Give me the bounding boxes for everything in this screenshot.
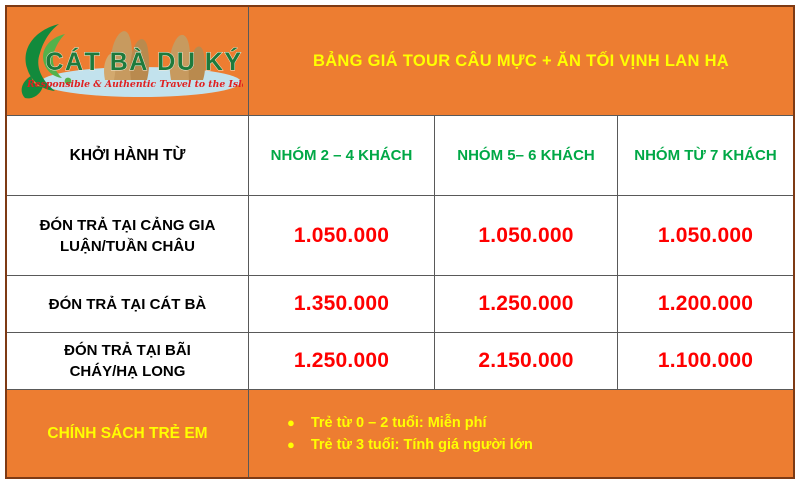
price-value: 1.050.000 [478, 223, 574, 247]
logo-karst-rocks [103, 31, 205, 80]
list-item: ● Trẻ từ 3 tuổi: Tính giá người lớn [287, 437, 533, 453]
table-row-label-cell: ĐÓN TRẢ TẠI CẢNG GIA LUẬN/TUẦN CHÂU [7, 196, 249, 276]
price-cell: 1.050.000 [249, 196, 435, 276]
price-cell: 2.150.000 [435, 333, 618, 390]
price-cell: 1.100.000 [618, 333, 793, 390]
price-value: 1.100.000 [657, 349, 754, 372]
group-header-cell-2: NHÓM 5– 6 KHÁCH [435, 116, 618, 196]
brand-tagline: Responsible & Authentic Travel to the Is… [25, 79, 242, 90]
price-value: 1.200.000 [657, 292, 754, 315]
price-value: 1.250.000 [478, 292, 574, 315]
banner-title: BẢNG GIÁ TOUR CÂU MỰC + ĂN TỐI VỊNH LAN … [312, 51, 730, 70]
policy-list-cell: ● Trẻ từ 0 – 2 tuổi: Miễn phí ● Trẻ từ 3… [249, 390, 793, 477]
brand-logo: CÁT BÀ DU KÝ Responsible & Authentic Tra… [21, 24, 243, 99]
price-cell: 1.250.000 [249, 333, 435, 390]
list-item: ● Trẻ từ 0 – 2 tuổi: Miễn phí [287, 415, 533, 431]
departure-header-cell: KHỞI HÀNH TỪ [7, 116, 249, 196]
price-value: 1.350.000 [293, 292, 390, 315]
price-value: 1.250.000 [293, 349, 390, 372]
policy-title-cell: CHÍNH SÁCH TRẺ EM [7, 390, 249, 477]
price-cell: 1.050.000 [618, 196, 793, 276]
price-cell: 1.250.000 [435, 276, 618, 333]
group-header-cell-1: NHÓM 2 – 4 KHÁCH [249, 116, 435, 196]
price-cell: 1.050.000 [435, 196, 618, 276]
departure-header: KHỞI HÀNH TỪ [69, 146, 186, 164]
pickup-label-bai-chay: ĐÓN TRẢ TẠI BÃI CHÁY/HẠ LONG [64, 342, 191, 380]
price-cell: 1.200.000 [618, 276, 793, 333]
group-header-cell-3: NHÓM TỪ 7 KHÁCH [618, 116, 793, 196]
group-header-2-4: NHÓM 2 – 4 KHÁCH [270, 147, 413, 164]
banner-title-cell: BẢNG GIÁ TOUR CÂU MỰC + ĂN TỐI VỊNH LAN … [249, 7, 793, 116]
price-value: 1.050.000 [657, 223, 754, 247]
price-table: CÁT BÀ DU KÝ Responsible & Authentic Tra… [5, 5, 795, 479]
policy-item-text: Trẻ từ 0 – 2 tuổi: Miễn phí [310, 414, 487, 431]
price-cell: 1.350.000 [249, 276, 435, 333]
policy-title: CHÍNH SÁCH TRẺ EM [47, 424, 208, 442]
logo-leaf-swirl [21, 24, 71, 99]
policy-item-text: Trẻ từ 3 tuổi: Tính giá người lớn [310, 436, 533, 453]
pickup-label-cat-ba: ĐÓN TRẢ TẠI CÁT BÀ [48, 295, 207, 313]
brand-logo-cell: CÁT BÀ DU KÝ Responsible & Authentic Tra… [7, 7, 249, 116]
group-header-5-6: NHÓM 5– 6 KHÁCH [457, 147, 595, 164]
bullet-icon: ● [287, 437, 295, 452]
price-value: 2.150.000 [478, 349, 574, 372]
price-value: 1.050.000 [293, 223, 390, 247]
table-row-label-cell: ĐÓN TRẢ TẠI BÃI CHÁY/HẠ LONG [7, 333, 249, 390]
pickup-label-gia-luan: ĐÓN TRẢ TẠI CẢNG GIA LUẬN/TUẦN CHÂU [39, 216, 216, 255]
policy-list: ● Trẻ từ 0 – 2 tuổi: Miễn phí ● Trẻ từ 3… [249, 415, 533, 453]
group-header-7plus: NHÓM TỪ 7 KHÁCH [634, 147, 777, 164]
brand-name: CÁT BÀ DU KÝ [45, 46, 242, 76]
bullet-icon: ● [287, 415, 295, 430]
table-row-label-cell: ĐÓN TRẢ TẠI CÁT BÀ [7, 276, 249, 333]
